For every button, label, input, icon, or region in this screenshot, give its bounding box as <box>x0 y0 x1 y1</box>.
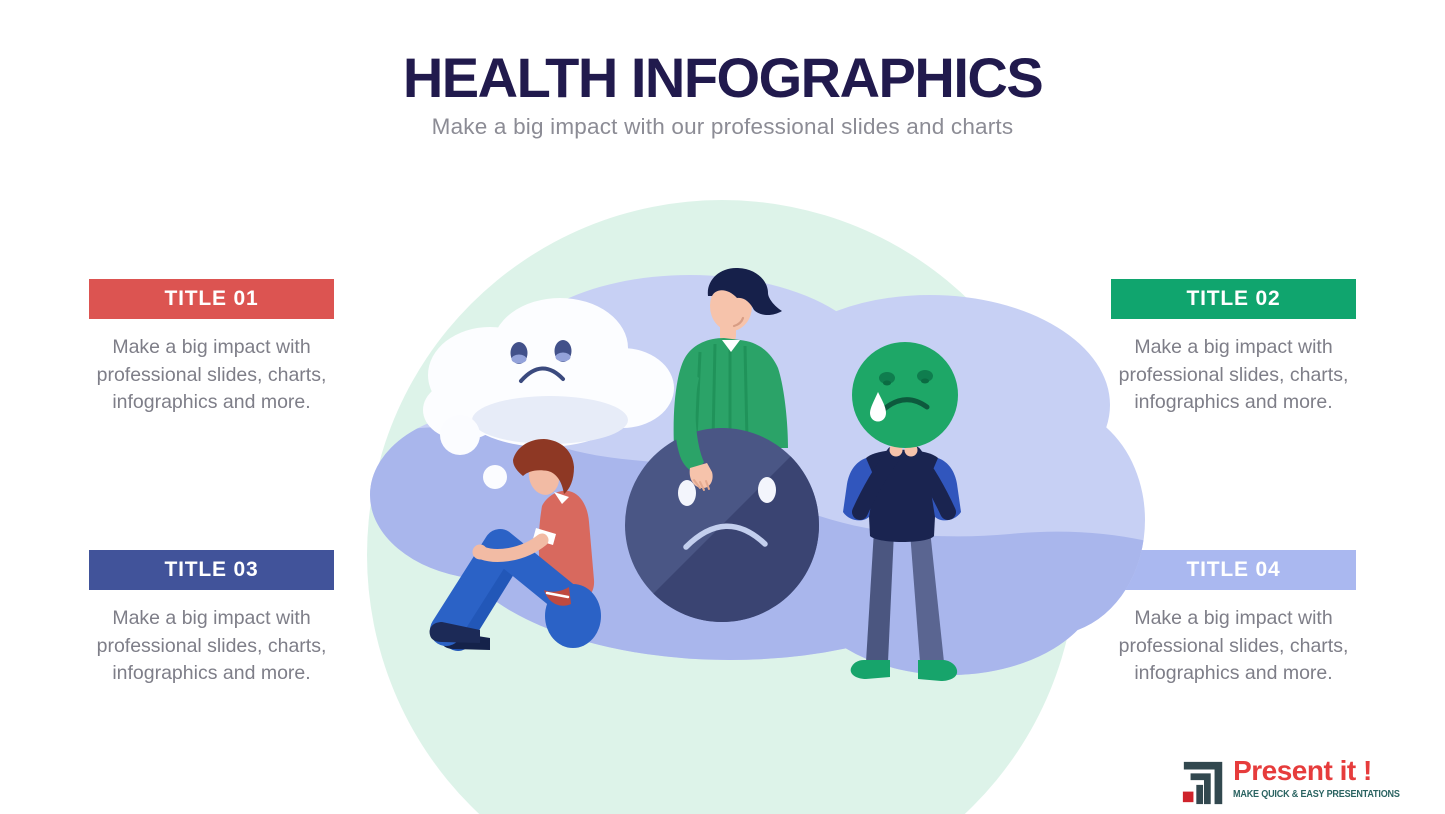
section-body-line: infographics and more. <box>1134 662 1333 684</box>
section-banner-3: TITLE 03 <box>89 550 334 590</box>
section-body-line: Make a big impact with <box>1134 336 1333 358</box>
section-body-line: professional slides, charts, <box>96 634 327 657</box>
brand-footer: Present it ! MAKE QUICK & EASY PRESENTAT… <box>1180 756 1427 808</box>
standing-person <box>843 342 961 681</box>
section-body-line: professional slides, charts, <box>1118 363 1349 386</box>
section-body-line: professional slides, charts, <box>96 363 327 386</box>
section-banner-2: TITLE 02 <box>1111 279 1356 319</box>
section-body-3: Make a big impact with professional slid… <box>89 605 334 688</box>
section-card-3: TITLE 03 Make a big impact with professi… <box>89 550 334 688</box>
thought-bubble <box>483 465 507 489</box>
leaning-person-arm <box>674 366 713 491</box>
section-body-1: Make a big impact with professional slid… <box>89 334 334 417</box>
mental-health-illustration <box>367 200 1145 814</box>
brand-logo-icon <box>1182 761 1223 805</box>
brand-tagline: MAKE QUICK & EASY PRESENTATIONS <box>1233 788 1400 800</box>
sitting-person <box>429 439 601 651</box>
section-body-line: infographics and more. <box>112 662 311 684</box>
section-body-line: professional slides, charts, <box>1118 634 1349 657</box>
page-subtitle: Make a big impact with our professional … <box>431 114 1014 139</box>
thought-bubble <box>440 415 480 455</box>
section-body-line: Make a big impact with <box>1134 607 1333 629</box>
section-card-4: TITLE 04 Make a big impact with professi… <box>1111 550 1356 688</box>
section-body-2: Make a big impact with professional slid… <box>1111 334 1356 417</box>
sad-thought-cloud-icon <box>423 298 674 447</box>
page-title: HEALTH INFOGRAPHICS <box>402 46 1044 109</box>
section-body-4: Make a big impact with professional slid… <box>1111 605 1356 688</box>
section-body-line: Make a big impact with <box>112 336 311 358</box>
section-card-2: TITLE 02 Make a big impact with professi… <box>1111 279 1356 417</box>
brand-name: Present it ! <box>1233 755 1372 786</box>
section-body-line: infographics and more. <box>1134 391 1333 413</box>
leaning-person <box>673 267 788 448</box>
section-body-line: infographics and more. <box>112 391 311 413</box>
section-card-1: TITLE 01 Make a big impact with professi… <box>89 279 334 417</box>
section-banner-4: TITLE 04 <box>1111 550 1356 590</box>
sad-ball-icon <box>625 428 819 622</box>
green-sad-face-icon <box>852 342 958 448</box>
section-body-line: Make a big impact with <box>112 607 311 629</box>
section-banner-1: TITLE 01 <box>89 279 334 319</box>
